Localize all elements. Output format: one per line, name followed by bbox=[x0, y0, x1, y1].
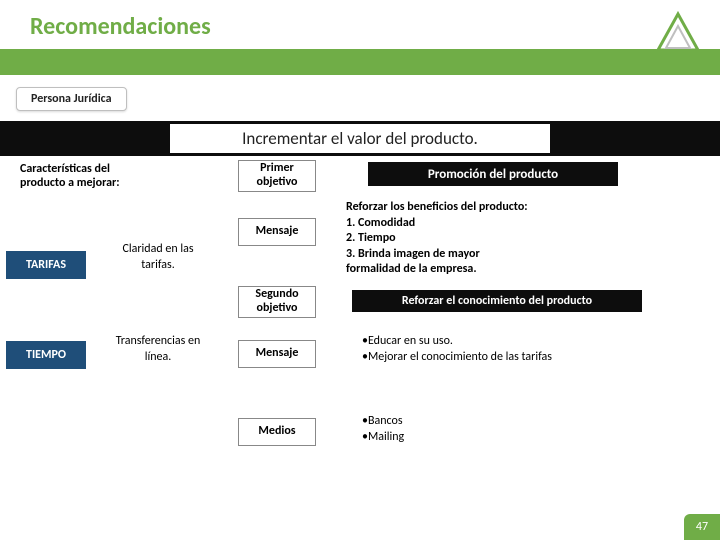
box-tarifas: TARIFAS bbox=[6, 251, 86, 279]
desc-tarifas: Claridad en las tarifas. bbox=[108, 242, 208, 273]
box-mensaje-1: Mensaje bbox=[238, 218, 316, 246]
page-title: Recomendaciones bbox=[0, 0, 720, 49]
characteristics-label: Características del producto a mejorar: bbox=[20, 162, 150, 191]
box-medios: Medios bbox=[238, 418, 316, 446]
page-number-badge: 47 bbox=[684, 514, 720, 540]
box-promocion: Promoción del producto bbox=[368, 162, 618, 186]
tab-persona-juridica[interactable]: Persona Jurídica bbox=[16, 87, 127, 111]
box-segundo-objetivo: Segundo objetivo bbox=[238, 286, 316, 318]
box-primer-objetivo: Primer objetivo bbox=[238, 160, 316, 192]
text-reforzar-beneficios: Reforzar los beneficios del producto: 1.… bbox=[346, 200, 626, 278]
desc-tiempo: Transferencias en línea. bbox=[102, 334, 214, 365]
brand-logo-icon bbox=[654, 10, 702, 58]
box-mensaje-2: Mensaje bbox=[238, 340, 316, 368]
box-tiempo: TIEMPO bbox=[6, 341, 86, 369]
text-bancos: •Bancos •Mailing bbox=[362, 414, 562, 445]
diagram-area: Características del producto a mejorar: … bbox=[0, 156, 720, 486]
box-reforzar-conocimiento: Reforzar el conocimiento del producto bbox=[352, 290, 642, 312]
headline-text: Incrementar el valor del producto. bbox=[170, 124, 550, 153]
headline-bar: Incrementar el valor del producto. bbox=[0, 121, 720, 156]
text-educar: •Educar en su uso. •Mejorar el conocimie… bbox=[362, 334, 642, 365]
green-accent-bar bbox=[0, 49, 720, 75]
